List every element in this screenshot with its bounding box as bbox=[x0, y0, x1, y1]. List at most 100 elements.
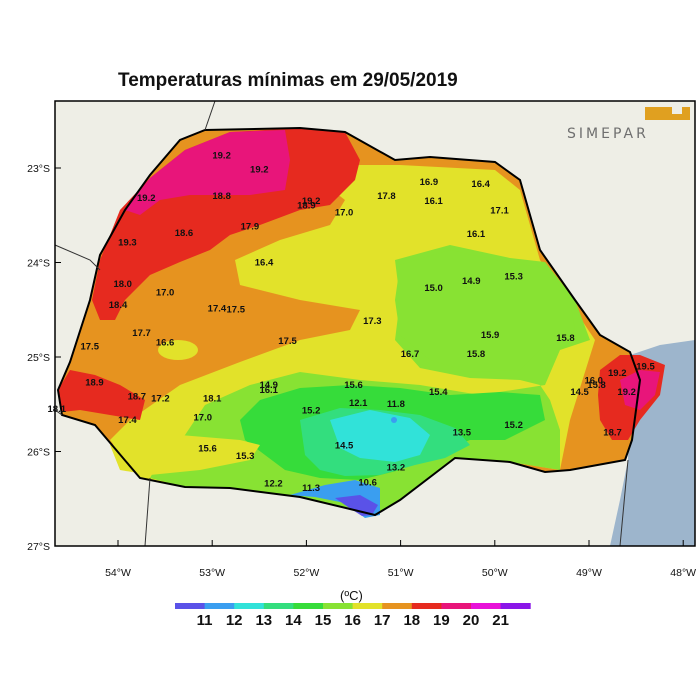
station-value: 19.5 bbox=[636, 361, 655, 372]
station-value: 19.2 bbox=[250, 165, 269, 176]
border-line bbox=[619, 459, 629, 547]
colorbar-unit: (ºC) bbox=[340, 588, 363, 603]
colorbar-label: 19 bbox=[433, 612, 450, 629]
lon-tick-label: 49°W bbox=[576, 567, 602, 579]
station-value: 11.8 bbox=[387, 399, 405, 410]
station-value: 18.9 bbox=[85, 377, 104, 388]
colorbar: (ºC) 11 12 13 14 15 16 17 18 19 20 21 bbox=[175, 588, 531, 629]
colorbar-segment bbox=[293, 603, 324, 609]
colorbar-segment bbox=[352, 603, 383, 609]
colorbar-segment bbox=[500, 603, 531, 609]
station-value: 17.0 bbox=[156, 288, 175, 299]
station-value: 17.8 bbox=[377, 191, 396, 202]
station-value: 15.2 bbox=[302, 406, 321, 417]
station-value: 16.4 bbox=[471, 179, 490, 190]
lat-tick-label: 26°S bbox=[27, 447, 50, 459]
station-value: 18.1 bbox=[203, 393, 222, 404]
station-value: 15.6 bbox=[344, 380, 363, 391]
colorbar-label: 17 bbox=[374, 612, 391, 629]
station-value: 15.2 bbox=[504, 420, 523, 431]
station-value: 12.2 bbox=[264, 478, 283, 489]
station-value: 16.6 bbox=[156, 338, 175, 349]
station-value: 16.0 bbox=[584, 375, 603, 386]
station-value: 14.5 bbox=[570, 387, 589, 398]
logo-text: SIMEPAR bbox=[567, 126, 649, 142]
station-value: 16.9 bbox=[420, 177, 439, 188]
colorbar-segment bbox=[441, 603, 472, 609]
colorbar-segment bbox=[382, 603, 413, 609]
station-value: 17.7 bbox=[132, 328, 151, 339]
lon-axis: 54°W 53°W 52°W 51°W 50°W 49°W 48°W bbox=[105, 540, 696, 579]
state-contours bbox=[58, 128, 665, 518]
lon-tick-label: 54°W bbox=[105, 567, 131, 579]
colorbar-label: 13 bbox=[255, 612, 272, 629]
colorbar-label: 18 bbox=[403, 612, 420, 629]
colorbar-label: 21 bbox=[492, 612, 509, 629]
station-value: 15.8 bbox=[467, 349, 486, 360]
station-value: 18.7 bbox=[603, 427, 622, 438]
station-value: 17.4 bbox=[118, 415, 137, 426]
station-value: 15.3 bbox=[236, 451, 255, 462]
border-line bbox=[144, 477, 151, 547]
colorbar-label: 11 bbox=[197, 612, 213, 629]
station-value: 19.2 bbox=[212, 151, 231, 162]
station-value: 13.2 bbox=[387, 462, 406, 473]
station-value: 18.0 bbox=[113, 279, 132, 290]
station-value: 17.5 bbox=[227, 305, 246, 316]
station-value: 17.3 bbox=[363, 316, 382, 327]
lon-tick-label: 51°W bbox=[388, 567, 414, 579]
colorbar-label: 12 bbox=[226, 612, 243, 629]
station-labels: 19.2 19.2 19.2 18.8 19.2 18.9 17.0 17.8 16.9 16.4… bbox=[48, 151, 656, 495]
state-border bbox=[56, 126, 642, 517]
lat-tick-label: 23°S bbox=[27, 163, 50, 175]
border-line bbox=[204, 100, 216, 131]
station-value: 15.4 bbox=[429, 387, 448, 398]
station-value: 12.1 bbox=[349, 398, 368, 409]
lat-tick-label: 25°S bbox=[27, 352, 50, 364]
border-line bbox=[54, 244, 101, 271]
lon-tick-label: 50°W bbox=[482, 567, 508, 579]
station-value: 19.2 bbox=[608, 368, 627, 379]
station-value: 10.6 bbox=[358, 478, 377, 489]
station-value: 17.9 bbox=[241, 221, 260, 232]
colorbar-segment bbox=[411, 603, 442, 609]
station-value: 15.3 bbox=[504, 272, 523, 283]
station-value: 16.7 bbox=[401, 349, 420, 360]
colorbar-label: 20 bbox=[463, 612, 480, 629]
border-line bbox=[54, 409, 63, 416]
lat-axis: 23°S 24°S 25°S 26°S 27°S bbox=[27, 163, 61, 553]
station-value: 18.6 bbox=[175, 228, 194, 239]
station-value: 14.9 bbox=[259, 380, 278, 391]
station-value: 17.5 bbox=[278, 336, 297, 347]
colorbar-segment bbox=[234, 603, 265, 609]
station-value: 14.9 bbox=[462, 276, 481, 287]
colorbar-label: 15 bbox=[315, 612, 332, 629]
colorbar-segment bbox=[323, 603, 354, 609]
colorbar-label: 16 bbox=[344, 612, 361, 629]
station-value: 17.4 bbox=[208, 304, 227, 315]
station-value: 16.1 bbox=[259, 385, 278, 396]
station-value: 16.1 bbox=[424, 196, 443, 207]
map-title: Temperaturas mínimas em 29/05/2019 bbox=[118, 70, 458, 91]
station-value: 11.3 bbox=[302, 483, 320, 494]
colorbar-segment bbox=[175, 603, 206, 609]
station-value: 15.0 bbox=[424, 283, 443, 294]
simepar-logo: SIMEPAR bbox=[567, 107, 690, 142]
station-value: 18.1 bbox=[48, 404, 67, 415]
lat-tick-label: 24°S bbox=[27, 258, 50, 270]
station-value: 18.8 bbox=[212, 191, 231, 202]
station-value: 15.9 bbox=[481, 330, 500, 341]
station-value: 18.4 bbox=[109, 300, 128, 311]
station-value: 19.2 bbox=[617, 387, 636, 398]
station-value: 17.5 bbox=[80, 341, 99, 352]
station-value: 15.8 bbox=[587, 380, 606, 391]
station-value: 18.7 bbox=[128, 392, 147, 403]
station-value: 19.2 bbox=[137, 193, 156, 204]
station-value: 17.0 bbox=[335, 207, 354, 218]
lon-tick-label: 53°W bbox=[199, 567, 225, 579]
station-value: 17.2 bbox=[151, 393, 170, 404]
station-value: 15.8 bbox=[556, 333, 575, 344]
station-value: 19.2 bbox=[302, 196, 321, 207]
colorbar-segment bbox=[471, 603, 502, 609]
